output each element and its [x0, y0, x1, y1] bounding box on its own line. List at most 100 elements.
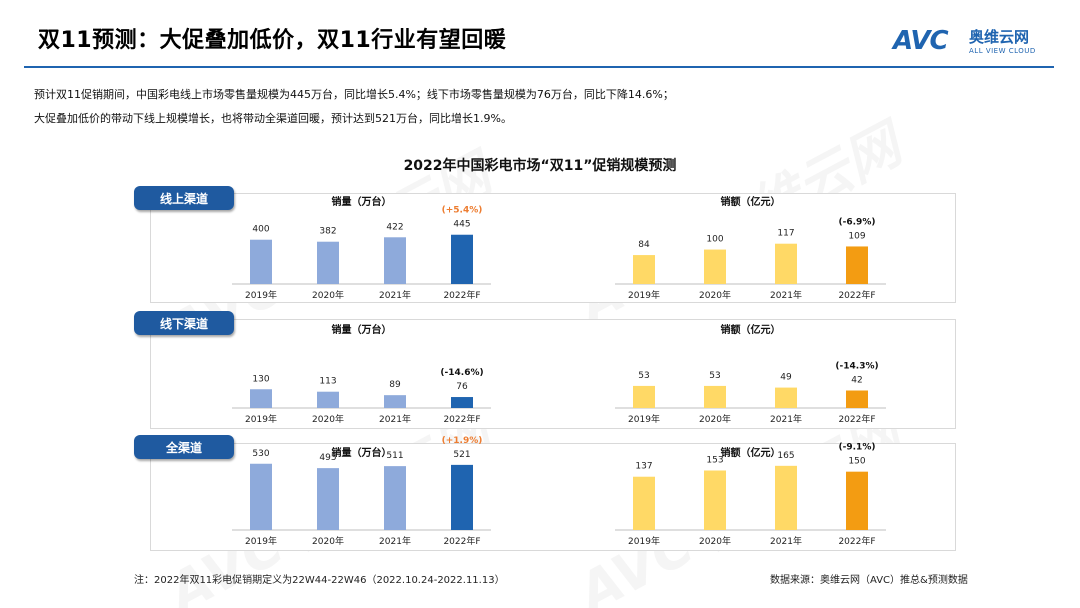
bar: [451, 464, 473, 530]
bar-value-label: 400: [252, 225, 269, 235]
logo-english-name: ALL VIEW CLOUD: [969, 47, 1036, 55]
x-tick-label: 2022年F: [838, 289, 875, 301]
yoy-change-label: (-6.9%): [839, 217, 876, 227]
page-title: 双11预测：大促叠加低价，双11行业有望回暖: [38, 28, 507, 53]
bar: [633, 385, 655, 408]
panel-all-channel: [150, 443, 956, 551]
bar: [846, 246, 868, 284]
chart-metric-title: 销额（亿元）: [721, 446, 781, 459]
bar-value-label: 530: [252, 449, 269, 459]
bar-value-label: 165: [777, 451, 794, 461]
panel-tag-all-channel: 全渠道: [134, 435, 234, 459]
panel-tag-online: 线上渠道: [134, 186, 234, 210]
bar: [317, 241, 339, 284]
yoy-change-label: (-14.6%): [440, 368, 483, 378]
bar-value-label: 49: [780, 373, 792, 383]
chart-metric-title: 销额（亿元）: [721, 195, 781, 208]
x-tick-label: 2022年F: [838, 413, 875, 425]
bar: [704, 385, 726, 408]
bar-value-label: 511: [386, 451, 403, 461]
x-tick-label: 2020年: [699, 413, 731, 425]
bar: [704, 249, 726, 284]
x-tick-label: 2020年: [699, 289, 731, 301]
bar: [250, 239, 272, 284]
bar: [846, 390, 868, 408]
bar-value-label: 521: [453, 450, 470, 460]
x-tick-label: 2019年: [628, 289, 660, 301]
bar: [250, 389, 272, 408]
x-tick-label: 2021年: [379, 535, 411, 547]
avc-logo: AVC 奥维云网 ALL VIEW CLOUD: [893, 24, 1053, 60]
x-tick-label: 2019年: [245, 413, 277, 425]
title-divider: [24, 66, 1054, 68]
bar-value-label: 76: [456, 382, 468, 392]
x-tick-label: 2021年: [770, 413, 802, 425]
x-tick-label: 2022年F: [443, 413, 480, 425]
panel-offline: [150, 319, 956, 429]
bar: [633, 476, 655, 530]
bar: [451, 234, 473, 284]
bar-value-label: 53: [709, 371, 720, 381]
bar-value-label: 117: [777, 229, 794, 239]
chart-metric-title: 销量（万台）: [332, 323, 392, 336]
bar-value-label: 84: [638, 240, 650, 250]
x-tick-label: 2022年F: [838, 535, 875, 547]
bar-value-label: 445: [453, 220, 470, 230]
x-tick-label: 2021年: [379, 413, 411, 425]
bar: [384, 237, 406, 284]
bar: [704, 470, 726, 530]
panel-tag-offline: 线下渠道: [134, 311, 234, 335]
x-tick-label: 2022年F: [443, 289, 480, 301]
bar: [317, 391, 339, 408]
x-tick-label: 2021年: [770, 289, 802, 301]
x-tick-label: 2021年: [770, 535, 802, 547]
chart-metric-title: 销额（亿元）: [721, 323, 781, 336]
bar-value-label: 42: [851, 376, 862, 386]
bar: [451, 397, 473, 408]
bar-value-label: 150: [848, 457, 865, 467]
x-tick-label: 2019年: [245, 535, 277, 547]
chart-main-title: 2022年中国彩电市场“双11”促销规模预测: [403, 158, 677, 174]
logo-chinese-name: 奥维云网: [969, 28, 1030, 46]
data-source: 数据来源：奥维云网（AVC）推总&预测数据: [770, 575, 968, 586]
x-tick-label: 2020年: [312, 535, 344, 547]
x-tick-label: 2019年: [628, 413, 660, 425]
bar-value-label: 53: [638, 371, 649, 381]
bar: [250, 463, 272, 530]
logo-mark: AVC: [893, 26, 949, 56]
bar: [384, 466, 406, 530]
bar: [775, 243, 797, 284]
bar: [775, 387, 797, 408]
bar-value-label: 153: [706, 456, 723, 466]
chart-metric-title: 销量（万台）: [332, 195, 392, 208]
x-tick-label: 2020年: [312, 289, 344, 301]
bar-value-label: 382: [319, 227, 336, 237]
bar-value-label: 100: [706, 235, 723, 245]
intro-line-2: 大促叠加低价的带动下线上规模增长，也将带动全渠道回暖，预计达到521万台，同比增…: [34, 112, 512, 125]
yoy-change-label: (+5.4%): [442, 206, 483, 216]
bar: [384, 395, 406, 408]
chart-metric-title: 销量（万台）: [332, 446, 392, 459]
x-tick-label: 2019年: [628, 535, 660, 547]
x-tick-label: 2022年F: [443, 535, 480, 547]
bar-value-label: 113: [319, 377, 336, 387]
footnote: 注：2022年双11彩电促销期定义为22W44-22W46（2022.10.24…: [134, 575, 505, 586]
intro-line-1: 预计双11促销期间，中国彩电线上市场零售量规模为445万台，同比增长5.4%；线…: [34, 88, 674, 101]
bar-value-label: 109: [848, 231, 865, 241]
panel-online: [150, 193, 956, 303]
bar: [846, 471, 868, 530]
x-tick-label: 2020年: [699, 535, 731, 547]
x-tick-label: 2020年: [312, 413, 344, 425]
bar-value-label: 495: [319, 453, 336, 463]
x-tick-label: 2021年: [379, 289, 411, 301]
bar-value-label: 89: [389, 380, 401, 390]
bar-value-label: 137: [635, 462, 652, 472]
x-tick-label: 2019年: [245, 289, 277, 301]
yoy-change-label: (-14.3%): [835, 362, 878, 372]
yoy-change-label: (+1.9%): [442, 436, 483, 446]
bar: [633, 255, 655, 284]
yoy-change-label: (-9.1%): [839, 443, 876, 453]
bar-value-label: 130: [252, 374, 269, 384]
bar: [775, 465, 797, 530]
